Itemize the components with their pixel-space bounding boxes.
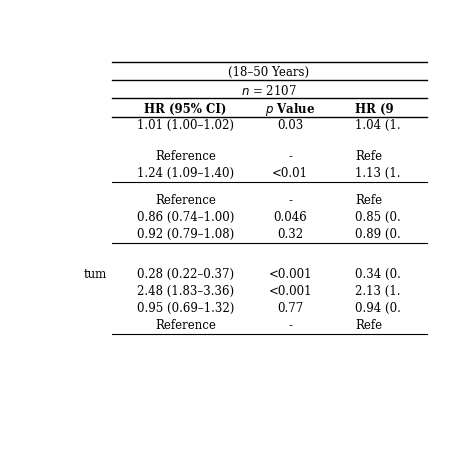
Text: 0.85 (0.: 0.85 (0. (356, 211, 401, 224)
Text: -: - (288, 319, 292, 332)
Text: 0.32: 0.32 (277, 228, 303, 241)
Text: 0.34 (0.: 0.34 (0. (356, 268, 401, 281)
Text: 2.48 (1.83–3.36): 2.48 (1.83–3.36) (137, 285, 234, 298)
Text: <0.001: <0.001 (268, 268, 312, 281)
Text: Refe: Refe (356, 194, 383, 207)
Text: 0.77: 0.77 (277, 302, 303, 315)
Text: Refe: Refe (356, 319, 383, 332)
Text: Reference: Reference (155, 194, 216, 207)
Text: -: - (288, 150, 292, 163)
Text: 1.13 (1.: 1.13 (1. (356, 167, 401, 180)
Text: $\mathit{p}$ Value: $\mathit{p}$ Value (265, 101, 315, 118)
Text: 0.94 (0.: 0.94 (0. (356, 302, 401, 315)
Text: 0.89 (0.: 0.89 (0. (356, 228, 401, 241)
Text: tum: tum (84, 268, 107, 281)
Text: Reference: Reference (155, 319, 216, 332)
Text: 0.046: 0.046 (273, 211, 307, 224)
Text: -: - (288, 194, 292, 207)
Text: (18–50 Years): (18–50 Years) (228, 66, 309, 79)
Text: HR (9: HR (9 (356, 103, 394, 116)
Text: 0.28 (0.22–0.37): 0.28 (0.22–0.37) (137, 268, 234, 281)
Text: $\mathit{n}$ = 2107: $\mathit{n}$ = 2107 (241, 84, 296, 98)
Text: 1.01 (1.00–1.02): 1.01 (1.00–1.02) (137, 119, 234, 132)
Text: 1.24 (1.09–1.40): 1.24 (1.09–1.40) (137, 167, 234, 180)
Text: 0.86 (0.74–1.00): 0.86 (0.74–1.00) (137, 211, 234, 224)
Text: 0.92 (0.79–1.08): 0.92 (0.79–1.08) (137, 228, 234, 241)
Text: <0.01: <0.01 (272, 167, 308, 180)
Text: 0.95 (0.69–1.32): 0.95 (0.69–1.32) (137, 302, 234, 315)
Text: Reference: Reference (155, 150, 216, 163)
Text: 2.13 (1.: 2.13 (1. (356, 285, 401, 298)
Text: Refe: Refe (356, 150, 383, 163)
Text: HR (95% CI): HR (95% CI) (145, 103, 227, 116)
Text: 0.03: 0.03 (277, 119, 303, 132)
Text: 1.04 (1.: 1.04 (1. (356, 119, 401, 132)
Text: <0.001: <0.001 (268, 285, 312, 298)
